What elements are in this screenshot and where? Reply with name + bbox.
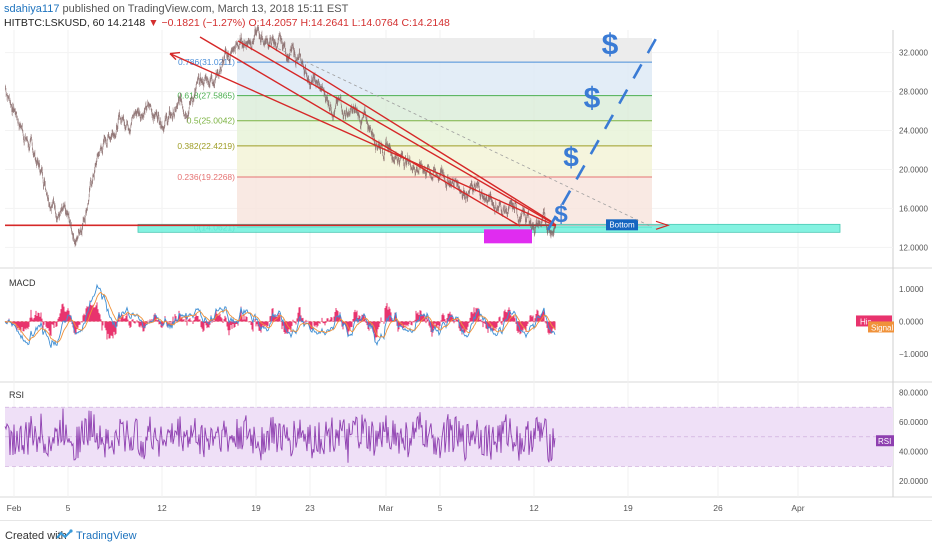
fib-level-label: 0.618(27.5865)	[177, 91, 235, 101]
bottom-label: Bottom	[609, 220, 635, 229]
price-change: ▼ −0.1821 (−1.27%)	[148, 17, 246, 29]
y-tick-label: 12.0000	[899, 243, 928, 252]
x-tick-label: 12	[529, 503, 539, 513]
rsi-line	[4, 408, 556, 463]
macd-signal-badge	[868, 321, 894, 333]
tradingview-logo-icon	[56, 529, 73, 539]
projection-dashed-line	[546, 34, 660, 231]
downtrend-line	[169, 52, 557, 227]
macd-y-tick-label: 0.0000	[899, 317, 924, 326]
rsi-y-tick-label: 60.0000	[899, 418, 928, 427]
bottom-label-box	[606, 219, 638, 231]
dollar-sign-icon: $	[602, 29, 619, 62]
fib-zone	[237, 145, 652, 178]
y-tick-label: 20.0000	[899, 165, 928, 174]
y-tick-label: 24.0000	[899, 127, 928, 136]
rsi-y-tick-label: 20.0000	[899, 477, 928, 486]
x-tick-label: Apr	[791, 503, 804, 513]
rsi-badge-label: RSI	[878, 437, 891, 446]
arrow-head-icon	[655, 220, 670, 230]
accumulation-box	[484, 229, 532, 244]
tradingview-chart[interactable]: Feb 5 12 19 23 Mar 5 12 19 26 Apr 32.0000 28.0000 24.…	[0, 0, 932, 520]
last-price: 14.2148	[107, 17, 146, 29]
macd-histogram-badge	[856, 315, 892, 327]
fib-zone	[237, 62, 652, 96]
dollar-sign-icon: $	[563, 142, 579, 173]
fib-level-label: 0.786(31.0211)	[178, 57, 235, 67]
rsi-badge	[876, 435, 894, 447]
dollar-sign-icon: $	[554, 201, 568, 228]
chart-header: sdahiya117 published on TradingView.com,…	[4, 3, 348, 15]
fib-zone-top	[237, 38, 652, 63]
published-text: published on TradingView.com, March 13, …	[62, 3, 349, 15]
macd-title: MACD	[9, 278, 36, 288]
macd-signal-label: Signal	[871, 323, 893, 332]
x-tick-label: 26	[713, 503, 723, 513]
downtrend-line	[267, 44, 555, 224]
x-tick-label: Feb	[7, 503, 22, 513]
symbol-name: HITBTC:LSKUSD, 60	[4, 17, 105, 29]
footer-bar: Created with TradingView	[0, 520, 932, 551]
dollar-sign-icon: $	[584, 82, 601, 115]
macd-y-tick-label: −1.0000	[899, 350, 929, 359]
rsi-y-tick-label: 40.0000	[899, 448, 928, 457]
macd-y-tick-label: 1.0000	[899, 285, 924, 294]
created-with-text: Created with	[5, 530, 67, 542]
x-tick-label: 19	[251, 503, 261, 513]
trend-arrow-icon	[169, 51, 181, 61]
fib-level-label: 0.236(19.2268)	[177, 172, 235, 182]
x-tick-label: 5	[66, 503, 71, 513]
y-tick-label: 16.0000	[899, 204, 928, 213]
tradingview-brand-link[interactable]: TradingView	[76, 530, 137, 542]
author-name[interactable]: sdahiya117	[4, 3, 60, 15]
rsi-y-tick-label: 80.0000	[899, 388, 928, 397]
x-tick-label: 23	[305, 503, 315, 513]
macd-signal-line	[4, 291, 556, 343]
downtrend-line	[199, 36, 521, 227]
fib-zone	[237, 120, 652, 146]
x-tick-label: Mar	[379, 503, 394, 513]
fib-level-label: 0.5(25.0042)	[187, 116, 235, 126]
macd-histogram-label: His	[860, 317, 872, 326]
ohlc-values: O:14.2057 H:14.2641 L:14.0764 C:14.2148	[248, 17, 450, 29]
macd-line	[4, 283, 556, 348]
x-tick-label: 19	[623, 503, 633, 513]
x-tick-label: 5	[438, 503, 443, 513]
y-tick-label: 28.0000	[899, 88, 928, 97]
x-tick-label: 12	[157, 503, 167, 513]
downtrend-line	[237, 40, 557, 226]
fib-zone	[237, 177, 652, 228]
y-tick-label: 32.0000	[899, 49, 928, 58]
symbol-line: HITBTC:LSKUSD, 60 14.2148 ▼ −0.1821 (−1.…	[4, 17, 450, 29]
fib-level-label: 0.382(22.4219)	[177, 141, 235, 151]
dashed-trend-line	[261, 40, 653, 228]
rsi-title: RSI	[9, 390, 24, 400]
